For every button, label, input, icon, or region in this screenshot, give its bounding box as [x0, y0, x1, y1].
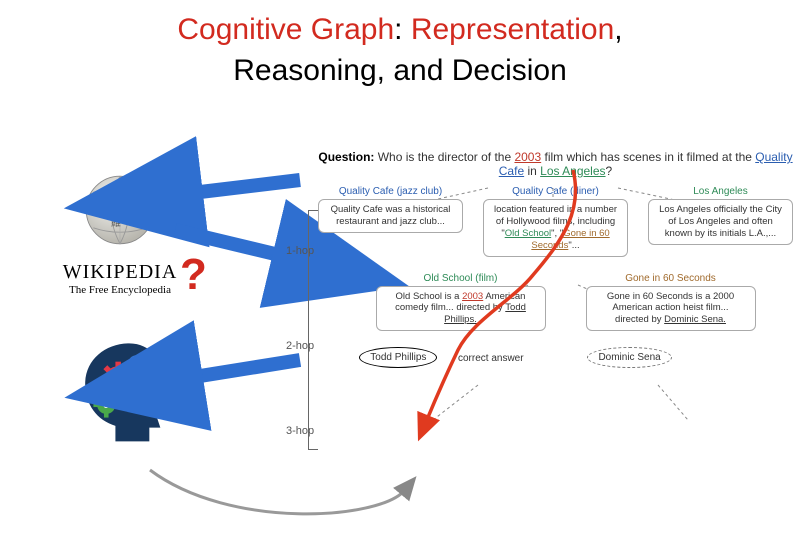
arrow-brain-to-answer: [150, 470, 405, 514]
title-line2: Reasoning, and Decision: [233, 54, 567, 87]
card-title: Los Angeles: [648, 186, 793, 197]
question-mid1: film which has scenes in it filmed at th…: [541, 150, 755, 164]
card-body: Old School is a 2003 American comedy fil…: [376, 286, 546, 332]
question-text: Question: Who is the director of the 200…: [318, 150, 793, 178]
reasoning-diagram: Question: Who is the director of the 200…: [318, 150, 793, 368]
left-column: W Ω 維 WIKIPEDIA The Free Encyclopedia: [20, 170, 220, 451]
hop-bracket: [308, 210, 318, 450]
title-sep2: ,: [614, 13, 622, 46]
correct-answer-label: correct answer: [458, 353, 524, 364]
card-title: Quality Cafe (jazz club): [318, 186, 463, 197]
answer-other-oval: Dominic Sena: [587, 347, 671, 368]
svg-text:Ω: Ω: [127, 211, 134, 222]
question-year: 2003: [514, 150, 541, 164]
card-gone-60: Gone in 60 Seconds Gone in 60 Seconds is…: [586, 273, 756, 332]
title-red: Cognitive Graph: [177, 13, 394, 46]
wikipedia-globe-icon: W Ω 維: [75, 170, 165, 250]
question-pre: Who is the director of the: [374, 150, 514, 164]
page-title: Cognitive Graph: Representation, Reasoni…: [0, 0, 800, 91]
card-body: Quality Cafe was a historical restaurant…: [318, 199, 463, 233]
card-title: Gone in 60 Seconds: [586, 273, 756, 284]
card-quality-cafe-jazz: Quality Cafe (jazz club) Quality Cafe wa…: [318, 186, 463, 257]
answer-correct-oval: Todd Phillips: [359, 347, 437, 368]
card-title: Quality Cafe (diner): [483, 186, 628, 197]
question-end: ?: [606, 164, 613, 178]
director-link: Dominic Sena.: [664, 314, 726, 325]
hop3-row: Todd Phillips correct answer Dominic Sen…: [318, 347, 793, 368]
txt: directed by: [615, 314, 664, 325]
hop1-row: Quality Cafe (jazz club) Quality Cafe wa…: [318, 186, 793, 257]
question-label: Question:: [318, 150, 374, 164]
title-sep1: :: [394, 13, 411, 46]
link-old-school: Old School: [505, 228, 551, 239]
card-body: Los Angeles officially the City of Los A…: [648, 199, 793, 245]
title-rep: Representation: [411, 13, 614, 46]
txt: Gone in 60 Seconds is a 2000 American ac…: [607, 291, 734, 314]
card-old-school: Old School (film) Old School is a 2003 A…: [376, 273, 546, 332]
card-body: Gone in 60 Seconds is a 2000 American ac…: [586, 286, 756, 332]
svg-text:維: 維: [111, 216, 121, 229]
question-mark-icon: ?: [180, 250, 207, 300]
txt: "...: [568, 240, 579, 251]
card-body: location featured in a number of Hollywo…: [483, 199, 628, 257]
brain-block: [20, 336, 220, 451]
hop2-row: Old School (film) Old School is a 2003 A…: [338, 273, 793, 332]
question-mid2: in: [524, 164, 540, 178]
card-quality-cafe-diner: Quality Cafe (diner) location featured i…: [483, 186, 628, 257]
txt: Old School is a: [396, 291, 463, 302]
svg-text:W: W: [106, 194, 117, 205]
question-entity-la: Los Angeles: [540, 164, 605, 178]
brain-gears-icon: [65, 336, 175, 446]
card-title: Old School (film): [376, 273, 546, 284]
card-los-angeles: Los Angeles Los Angeles officially the C…: [648, 186, 793, 257]
txt: ", ": [551, 228, 563, 239]
year: 2003: [462, 291, 483, 302]
